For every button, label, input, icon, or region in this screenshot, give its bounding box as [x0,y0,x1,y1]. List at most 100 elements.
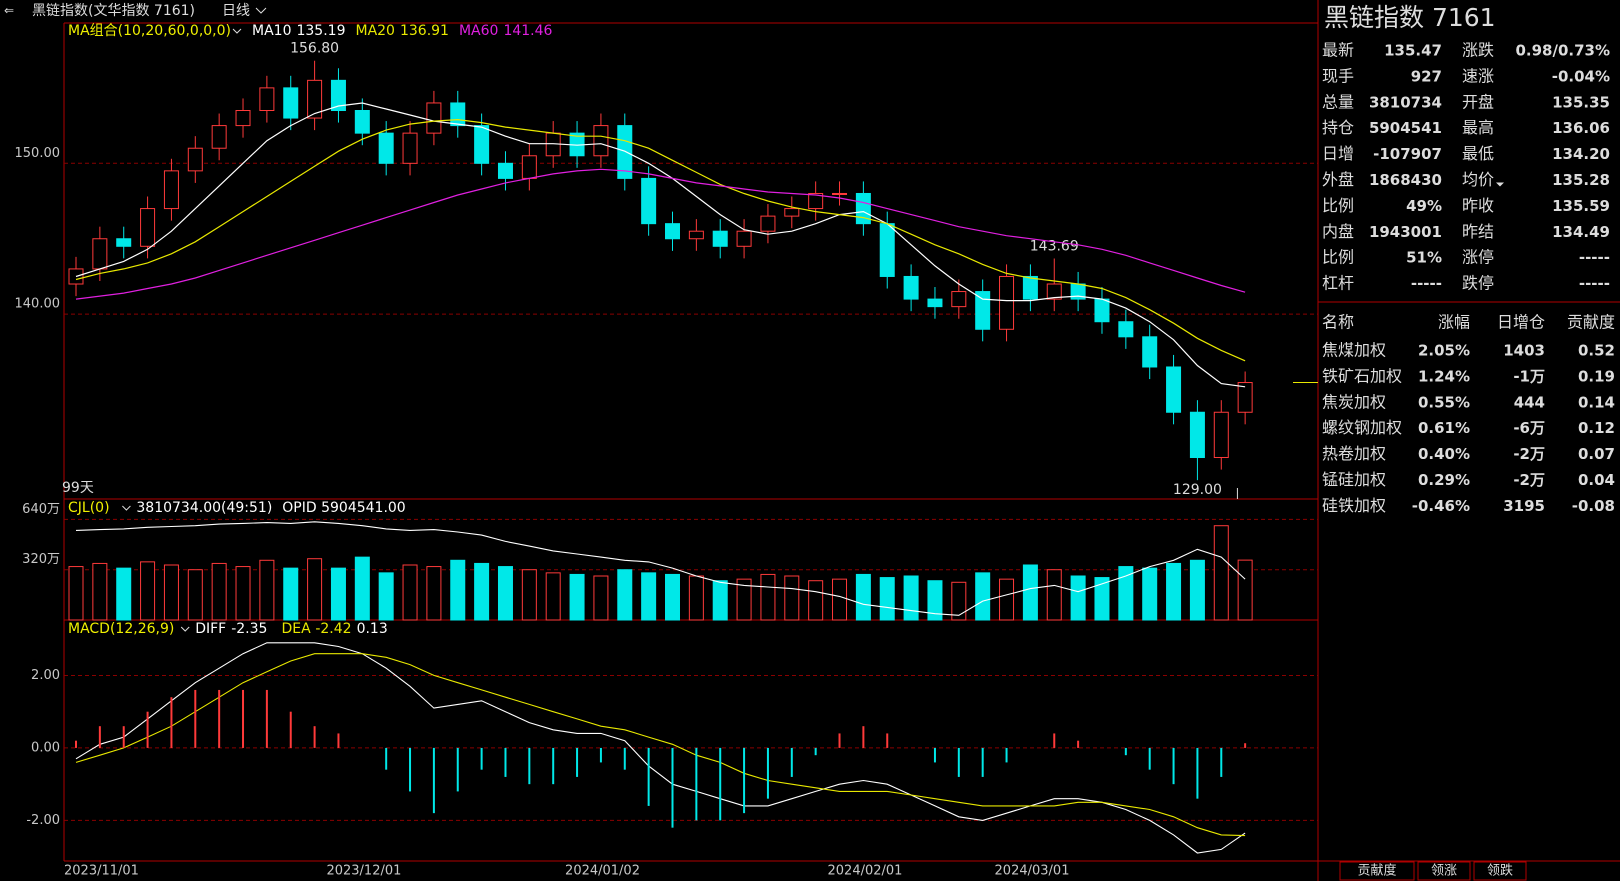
volume-bar [140,561,156,621]
volume-bar [402,564,418,621]
volume-bar [593,575,609,621]
candle-body [163,170,179,210]
volume-bar [975,572,991,621]
tab-label[interactable]: 领涨 [1431,864,1457,879]
y-tick-label: 150.00 [15,146,61,161]
quote-value: ----- [1579,275,1610,293]
quote-value: ----- [1411,275,1442,293]
candle-body [1118,321,1134,338]
volume-bar [712,580,728,621]
component-cell: 0.55% [1418,393,1470,411]
ma-line [75,118,1246,362]
tab-label[interactable]: 贡献度 [1357,863,1396,879]
candle-body [259,87,275,112]
candle-body [474,125,490,164]
period-caret[interactable] [255,7,267,14]
candle-body [402,132,418,164]
quote-value: 927 [1411,67,1442,85]
component-cell: 铁矿石加权 [1322,366,1402,385]
quote-label: 最高 [1462,118,1494,137]
component-cell: 1.24% [1418,367,1470,385]
candle-body [426,102,442,134]
legend-item: MACD(12,26,9) [68,621,174,637]
quote-label: 最低 [1462,144,1494,163]
quote-label: 均价 [1462,170,1494,189]
volume-bar [450,559,466,621]
volume-bar [211,562,227,621]
legend-item: 141.46 [503,23,552,39]
legend: CJL(0) [68,500,110,516]
indicator-caret [122,505,131,511]
candle-body [784,208,800,217]
component-cell: 螺纹钢加权 [1322,418,1402,437]
tab[interactable] [1339,861,1415,881]
quote-label: 比例 [1322,196,1354,215]
candle-body [1094,298,1110,323]
high-label: 143.69 [1030,239,1079,255]
tab-label[interactable]: 领跌 [1487,863,1513,879]
candle-body [521,155,537,179]
ma-line [75,168,1246,300]
tab[interactable] [1473,861,1527,881]
x-tick-label: 2023/12/01 [326,864,401,879]
legend-item: 135.19 [296,23,345,39]
component-cell: 0.07 [1578,445,1615,463]
candle-body [330,79,346,112]
quote-label: 昨收 [1462,196,1494,215]
quote-value: 135.28 [1552,171,1610,189]
volume-bar [283,567,299,621]
volume-bar [378,572,394,621]
tab[interactable] [1417,861,1471,881]
quote-value: 135.35 [1552,93,1610,111]
candle-body [187,147,203,172]
indicator-caret [180,626,190,632]
volume-bar [116,567,132,621]
candle-body [283,87,299,119]
panel-title: 黑链指数 7161 [1324,3,1496,32]
volume-bar [163,564,179,621]
candle-body [832,192,848,195]
legend: DIFF -2.35 DEA -2.42 0.13 [195,621,388,637]
candle-body [999,275,1015,330]
indicator-line [75,653,1246,837]
quote-label: 涨跌 [1462,41,1494,60]
column-header: 涨幅 [1438,313,1470,332]
component-cell: -2万 [1513,471,1545,489]
component-cell: 0.29% [1418,471,1470,489]
back-icon[interactable]: ⇐ [4,4,14,18]
component-cell: 0.52 [1578,342,1615,360]
quote-label: 内盘 [1322,222,1354,241]
quote-label: 总量 [1322,92,1354,111]
candle-body [92,238,108,270]
period-select[interactable]: 日线 [222,3,250,19]
quote-value: 49% [1406,197,1442,215]
component-cell: 1403 [1503,342,1545,360]
legend-item: 136.91 [400,23,449,39]
quote-value: 1943001 [1369,223,1442,241]
legend-item: DIFF [195,621,226,637]
quote-value: 5904541 [1369,119,1442,137]
candle-body [378,132,394,164]
ma-line [75,102,1246,388]
volume-bar [855,573,871,621]
y-tick-label: 640万 [22,502,60,517]
volume-bar [1213,525,1229,621]
component-cell: 3195 [1503,497,1545,515]
quote-value: 135.59 [1552,197,1610,215]
legend: 3810734.00(49:51) OPID 5904541.00 [136,500,405,516]
avg-price-caret [1496,182,1504,187]
quote-value: 1868430 [1369,171,1442,189]
header-title: 黑链指数(文华指数 7161) [32,3,195,19]
component-cell: 444 [1514,393,1545,411]
volume-bar [92,562,108,621]
volume-bar [521,569,537,621]
quote-label: 开盘 [1462,92,1494,111]
volume-bar [1166,562,1182,621]
legend-item: -2.42 [315,621,351,637]
volume-bar [474,562,490,621]
y-tick-label: 0.00 [31,740,60,755]
indicator-line [75,521,1246,616]
candle-body [760,215,776,232]
component-cell: 锰硅加权 [1322,470,1386,489]
